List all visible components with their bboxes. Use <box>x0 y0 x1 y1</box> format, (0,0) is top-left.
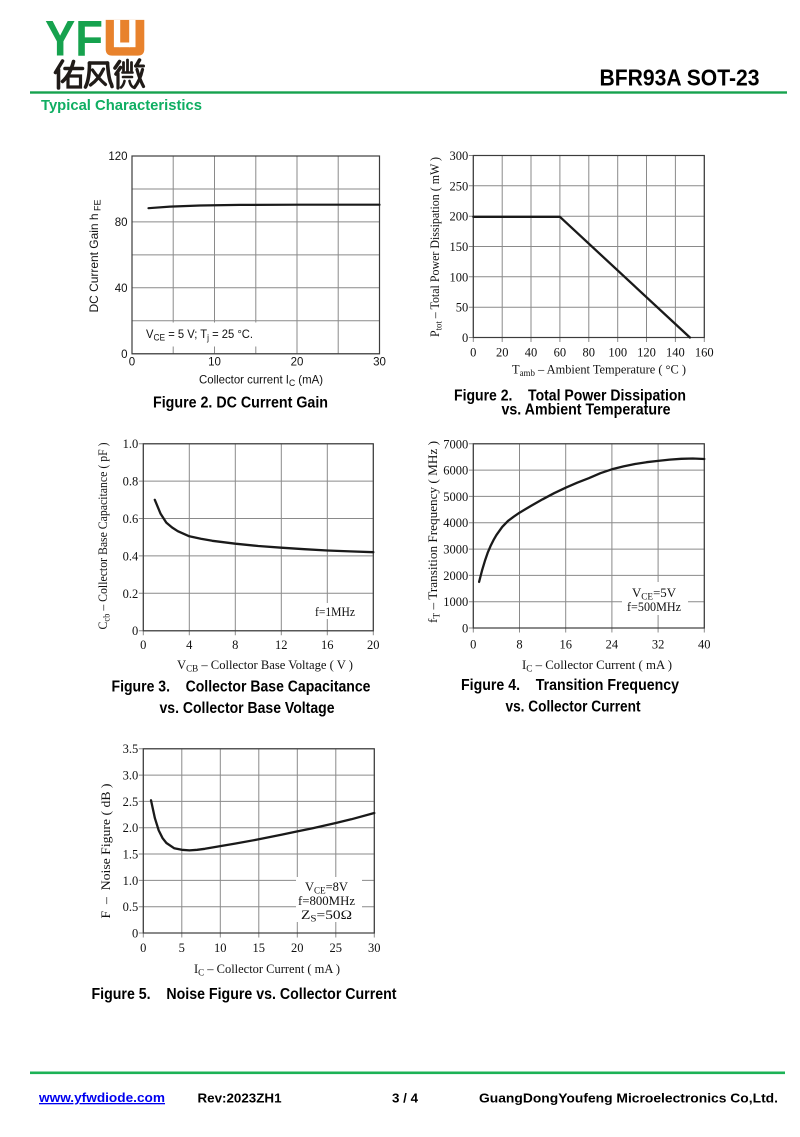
svg-text:40: 40 <box>115 283 128 295</box>
svg-text:0.8: 0.8 <box>123 475 139 489</box>
svg-text:8: 8 <box>232 638 238 652</box>
svg-text:VCE = 5 V; Tj = 25 °C.: VCE = 5 V; Tj = 25 °C. <box>146 327 253 343</box>
svg-text:0: 0 <box>140 941 146 955</box>
svg-text:100: 100 <box>450 270 469 284</box>
svg-text:Collector current IC (mA): Collector current IC (mA) <box>199 373 323 389</box>
svg-text:VCE=8V: VCE=8V <box>305 880 348 896</box>
svg-text:20: 20 <box>367 638 380 652</box>
svg-text:Figure 2. DC Current Gain: Figure 2. DC Current Gain <box>153 395 328 412</box>
svg-text:50: 50 <box>456 301 469 315</box>
svg-text:5: 5 <box>179 941 185 955</box>
svg-text:vs. Collector Base Voltage: vs. Collector Base Voltage <box>160 700 335 717</box>
svg-text:3.0: 3.0 <box>123 769 139 783</box>
svg-text:0: 0 <box>140 638 146 652</box>
svg-text:Tamb – Ambient Temperature ( °: Tamb – Ambient Temperature ( °C ) <box>512 363 686 379</box>
svg-text:Rev:2023ZH1: Rev:2023ZH1 <box>198 1091 282 1106</box>
svg-text:BFR93A SOT-23: BFR93A SOT-23 <box>600 65 760 91</box>
svg-text:www.yfwdiode.com: www.yfwdiode.com <box>38 1090 165 1105</box>
svg-text:2.5: 2.5 <box>123 795 139 809</box>
svg-text:Figure 5. Noise Figure vs.: Figure 5. Noise Figure vs. Collector Cur… <box>92 986 397 1003</box>
svg-text:IC – Collector Current ( mA ): IC – Collector Current ( mA ) <box>194 962 340 978</box>
svg-text:8: 8 <box>516 638 522 652</box>
svg-text:0.5: 0.5 <box>123 900 139 914</box>
svg-text:F – Noise Figure ( dB ): F – Noise Figure ( dB ) <box>99 784 113 919</box>
svg-text:16: 16 <box>321 638 334 652</box>
svg-text:Typical Characteristics: Typical Characteristics <box>41 98 202 114</box>
svg-text:0.2: 0.2 <box>123 587 139 601</box>
svg-text:10: 10 <box>208 357 221 369</box>
svg-text:0.6: 0.6 <box>123 512 139 526</box>
svg-text:6000: 6000 <box>443 464 468 478</box>
svg-text:0: 0 <box>470 638 476 652</box>
svg-text:7000: 7000 <box>443 437 468 451</box>
svg-text:f=500MHz: f=500MHz <box>627 600 681 614</box>
svg-text:30: 30 <box>373 357 386 369</box>
svg-text:0: 0 <box>129 357 135 369</box>
svg-text:4: 4 <box>186 638 193 652</box>
svg-text:32: 32 <box>652 638 665 652</box>
svg-text:0: 0 <box>121 349 127 361</box>
svg-text:YF: YF <box>45 11 103 67</box>
svg-text:40: 40 <box>525 346 538 360</box>
svg-text:1000: 1000 <box>443 595 468 609</box>
svg-text:80: 80 <box>583 346 596 360</box>
svg-text:20: 20 <box>496 346 509 360</box>
svg-text:Ccb – Collector Base Capacitan: Ccb – Collector Base Capacitance ( pF ) <box>96 443 112 630</box>
svg-text:f=1MHz: f=1MHz <box>315 605 355 619</box>
svg-text:3 / 4: 3 / 4 <box>392 1091 419 1106</box>
svg-text:vs. Ambient Temperature: vs. Ambient Temperature <box>502 402 671 419</box>
svg-text:Figure 3. Collector Base Ca: Figure 3. Collector Base Capacitance <box>112 679 371 696</box>
svg-text:15: 15 <box>253 941 266 955</box>
svg-text:5000: 5000 <box>443 490 468 504</box>
svg-text:16: 16 <box>559 638 572 652</box>
svg-text:80: 80 <box>115 217 128 229</box>
svg-text:0.4: 0.4 <box>123 549 139 563</box>
svg-text:2.0: 2.0 <box>123 821 139 835</box>
svg-text:60: 60 <box>554 346 567 360</box>
svg-text:150: 150 <box>450 240 469 254</box>
svg-text:0: 0 <box>462 622 468 636</box>
svg-text:VCB – Collector Base Voltage (: VCB – Collector Base Voltage ( V ) <box>177 658 353 674</box>
svg-text:GuangDongYoufeng Microelectron: GuangDongYoufeng Microelectronics Co,Ltd… <box>479 1091 778 1106</box>
svg-text:0: 0 <box>132 927 138 941</box>
svg-text:12: 12 <box>275 638 288 652</box>
svg-text:IC – Collector Current ( mA ): IC – Collector Current ( mA ) <box>522 658 672 674</box>
svg-text:2000: 2000 <box>443 569 468 583</box>
svg-text:120: 120 <box>108 151 127 163</box>
svg-text:20: 20 <box>291 357 304 369</box>
svg-text:fT – Transition Frequency ( M: fT – Transition Frequency ( MHz ) <box>426 441 442 623</box>
svg-text:0: 0 <box>462 331 468 345</box>
svg-text:DC Current Gain h FE: DC Current Gain h FE <box>87 200 103 313</box>
svg-text:vs. Collector Current: vs. Collector Current <box>506 699 641 716</box>
svg-text:300: 300 <box>450 149 469 163</box>
svg-text:0: 0 <box>132 624 138 638</box>
svg-text:10: 10 <box>214 941 227 955</box>
svg-text:30: 30 <box>368 941 381 955</box>
svg-text:140: 140 <box>666 346 685 360</box>
svg-text:40: 40 <box>698 638 711 652</box>
svg-text:100: 100 <box>608 346 627 360</box>
svg-text:120: 120 <box>637 346 656 360</box>
svg-text:1.5: 1.5 <box>123 848 139 862</box>
svg-text:3000: 3000 <box>443 543 468 557</box>
svg-text:25: 25 <box>330 941 343 955</box>
svg-text:20: 20 <box>291 941 304 955</box>
svg-text:1.0: 1.0 <box>123 874 139 888</box>
svg-text:Ptot – Total Power Dissipation: Ptot – Total Power Dissipation ( mW ) <box>428 157 444 337</box>
svg-text:f=800MHz: f=800MHz <box>298 894 355 908</box>
svg-text:0: 0 <box>470 346 476 360</box>
svg-text:ZS=50Ω: Z S=50Ω <box>301 908 352 924</box>
svg-text:3.5: 3.5 <box>123 742 139 756</box>
svg-text:160: 160 <box>695 346 714 360</box>
svg-text:200: 200 <box>450 210 469 224</box>
svg-text:24: 24 <box>606 638 619 652</box>
svg-text:250: 250 <box>450 179 469 193</box>
svg-text:1.0: 1.0 <box>123 437 139 451</box>
svg-text:4000: 4000 <box>443 516 468 530</box>
svg-text:Figure 4. Transition Freque: Figure 4. Transition Frequency <box>461 677 679 694</box>
svg-text:Figure 2. Total Power Dissi: Figure 2. Total Power Dissipation <box>454 388 686 405</box>
